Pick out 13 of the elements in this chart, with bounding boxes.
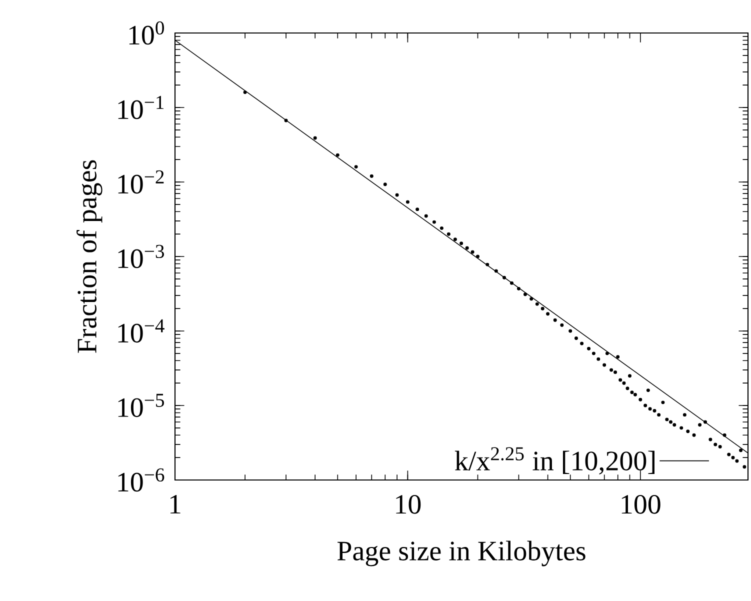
x-tick-label: 10 bbox=[396, 494, 421, 514]
y-tick-label: 10$^{−2}$ bbox=[118, 170, 164, 194]
y-tick-label: 10$^{0}$ bbox=[129, 21, 164, 45]
x-axis-title: Page size in Kilobytes bbox=[338, 540, 586, 566]
y-tick-label: 10$^{−4}$ bbox=[118, 319, 164, 343]
x-tick-label: 100 bbox=[622, 494, 660, 514]
legend-label: k/x$^{2.25}$ in [10,200] bbox=[454, 447, 654, 475]
y-axis-title: Fraction of pages bbox=[76, 160, 102, 353]
y-tick-label: 10$^{−5}$ bbox=[118, 394, 164, 418]
y-tick-label: 10$^{−1}$ bbox=[118, 96, 164, 120]
y-tick-label: 10$^{−3}$ bbox=[118, 244, 164, 268]
x-tick-label: 1 bbox=[170, 494, 180, 514]
y-tick-label: 10$^{−6}$ bbox=[118, 468, 164, 492]
